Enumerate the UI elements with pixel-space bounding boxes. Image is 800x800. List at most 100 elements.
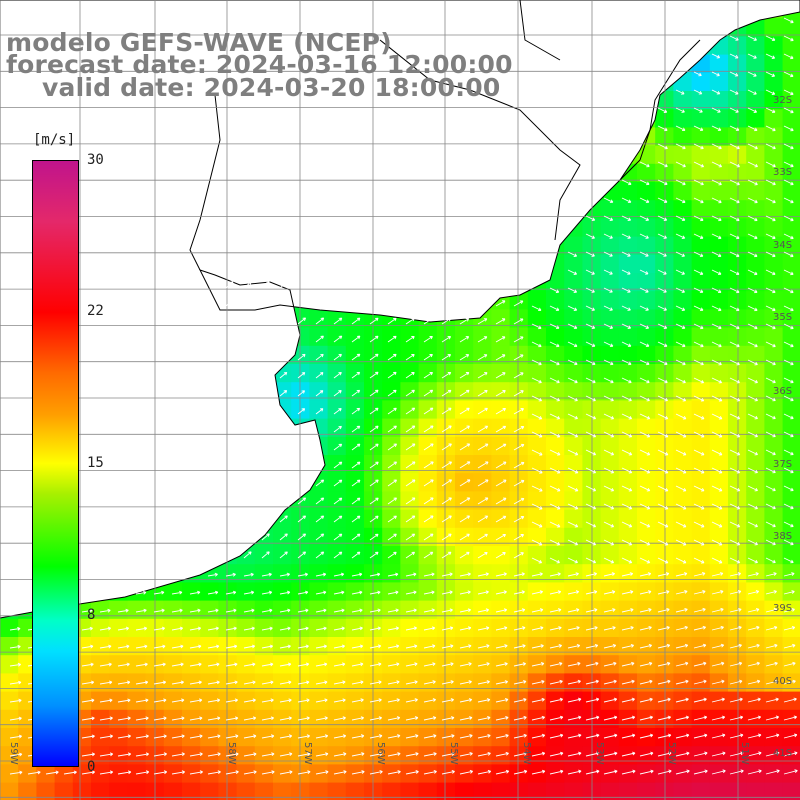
wind-arrow [117, 752, 132, 757]
wind-arrow [783, 125, 794, 132]
wind-arrow [621, 359, 632, 366]
wind-arrow [351, 371, 361, 379]
wind-arrow [171, 734, 185, 739]
wind-arrow [423, 662, 436, 667]
wind-arrow [387, 461, 398, 469]
wind-arrow [747, 431, 758, 438]
wind-arrow [765, 733, 780, 739]
lon-label: 52W [666, 742, 677, 765]
wind-arrow [675, 89, 685, 95]
wind-arrow [513, 443, 525, 451]
wind-arrow [243, 752, 257, 757]
wind-arrow [477, 318, 488, 325]
wind-arrow [495, 680, 509, 685]
wind-arrow [783, 733, 798, 739]
wind-arrow [765, 161, 776, 168]
wind-arrow [279, 590, 291, 595]
wind-arrow [441, 497, 452, 505]
wind-arrow [531, 341, 542, 348]
wind-arrow [351, 716, 365, 721]
wind-arrow [675, 572, 688, 577]
wind-arrow [297, 372, 306, 379]
wind-arrow [81, 734, 95, 739]
wind-arrow [765, 269, 776, 276]
wind-arrow [549, 590, 562, 595]
wind-arrow [711, 305, 722, 312]
colorbar-tick: 22 [87, 303, 104, 319]
wind-arrow [207, 716, 221, 721]
wind-arrow [351, 551, 361, 559]
wind-arrow [333, 680, 346, 685]
wind-arrow [639, 377, 650, 384]
wind-arrow [693, 179, 704, 186]
wind-arrow [261, 590, 273, 595]
wind-arrow [603, 305, 613, 311]
wind-arrow [603, 733, 618, 739]
wind-arrow [675, 485, 687, 492]
wind-arrow [99, 608, 111, 613]
wind-arrow [639, 179, 650, 186]
wind-arrow [261, 551, 270, 559]
wind-arrow [585, 503, 597, 510]
wind-arrow [423, 769, 437, 775]
wind-arrow [585, 287, 595, 293]
wind-arrow [783, 197, 794, 204]
wind-arrow [405, 371, 415, 379]
wind-arrow [693, 485, 705, 492]
wind-arrow [243, 770, 257, 775]
wind-arrow [567, 751, 582, 757]
wind-arrow [711, 107, 721, 113]
wind-arrow [441, 662, 454, 667]
wind-arrow [639, 413, 651, 420]
wind-arrow [621, 395, 632, 402]
wind-arrow [513, 479, 525, 487]
wind-arrow [783, 467, 794, 474]
wind-arrow [729, 539, 741, 546]
wind-arrow [135, 680, 149, 685]
wind-arrow [297, 317, 307, 325]
wind-arrow [315, 716, 328, 721]
wind-arrow [603, 215, 614, 221]
wind-arrow [225, 572, 236, 577]
model-title: modelo GEFS-WAVE (NCEP) [6, 28, 392, 57]
wind-arrow [603, 769, 618, 775]
wind-arrow [693, 661, 707, 667]
wind-arrow [747, 643, 760, 649]
wind-arrow [585, 557, 597, 564]
wind-arrow [405, 497, 416, 505]
wind-arrow [693, 679, 707, 685]
wind-arrow [333, 644, 346, 649]
wind-arrow [297, 734, 311, 739]
wind-arrow [693, 125, 704, 132]
wind-arrow [243, 626, 255, 631]
wind-arrow [567, 287, 578, 293]
wind-arrow [657, 733, 672, 739]
wind-arrow [441, 425, 452, 433]
wind-arrow [477, 551, 488, 559]
wind-arrow [567, 269, 578, 275]
wind-arrow [333, 390, 342, 397]
wind-arrow [711, 715, 726, 721]
wind-arrow [153, 662, 166, 667]
wind-arrow [585, 485, 597, 492]
wind-arrow [405, 698, 418, 703]
wind-arrow [279, 515, 288, 523]
wind-arrow [675, 395, 687, 402]
wind-arrow [657, 377, 668, 384]
wind-arrow [729, 431, 741, 438]
wind-arrow [585, 679, 599, 685]
wind-arrow [513, 552, 524, 559]
wind-arrow [711, 323, 722, 330]
wind-arrow [639, 449, 651, 456]
wind-arrow [279, 644, 291, 649]
wind-arrow [459, 626, 472, 631]
wind-arrow [549, 539, 561, 546]
wind-arrow [495, 497, 507, 505]
wind-arrow [729, 733, 744, 739]
wind-arrow [747, 233, 758, 240]
wind-arrow [495, 626, 508, 631]
wind-arrow [171, 626, 183, 631]
wind-arrow [567, 323, 578, 330]
wind-arrow [351, 317, 361, 325]
wind-arrow [603, 287, 613, 293]
